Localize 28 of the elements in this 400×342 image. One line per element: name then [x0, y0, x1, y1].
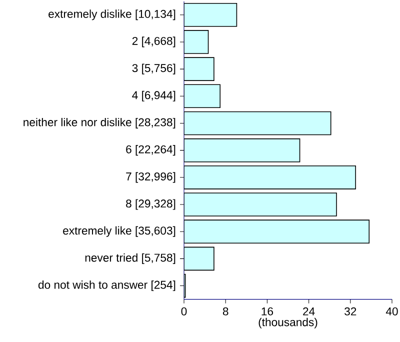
y-tick-label: never tried [5,758]	[85, 253, 176, 264]
x-tick-label: 40	[386, 307, 398, 316]
y-tick-label: extremely dislike [10,134]	[48, 10, 176, 20]
x-tick-label: 16	[262, 307, 274, 316]
bar	[184, 2, 238, 27]
x-axis-title: (thousands)	[258, 318, 318, 328]
y-tick-label: 4 [6,944]	[132, 90, 176, 102]
bar	[184, 57, 214, 81]
y-tick-label: 3 [5,756]	[132, 64, 176, 74]
x-tick-label: 8	[222, 307, 228, 316]
y-tick-label: 8 [29,328]	[126, 199, 176, 210]
x-tick-label: 24	[303, 307, 315, 316]
y-tick-label: 2 [4,668]	[132, 36, 176, 48]
bar	[184, 30, 209, 54]
y-tick-label: 6 [22,264]	[126, 145, 176, 156]
y-tick-label: do not wish to answer [254]	[38, 280, 176, 292]
bar	[184, 111, 332, 136]
y-tick-label: extremely like [35,603]	[63, 226, 176, 237]
x-tick-label: 0	[181, 307, 187, 316]
x-tick-label: 32	[344, 307, 356, 316]
bar	[184, 220, 370, 244]
bar	[184, 246, 214, 271]
bar	[184, 166, 356, 190]
bar	[184, 192, 337, 216]
bar	[184, 138, 300, 162]
bar	[184, 84, 221, 108]
y-tick-label: neither like nor dislike [28,238]	[24, 118, 176, 129]
y-tick-label: 7 [32,996]	[126, 172, 176, 183]
